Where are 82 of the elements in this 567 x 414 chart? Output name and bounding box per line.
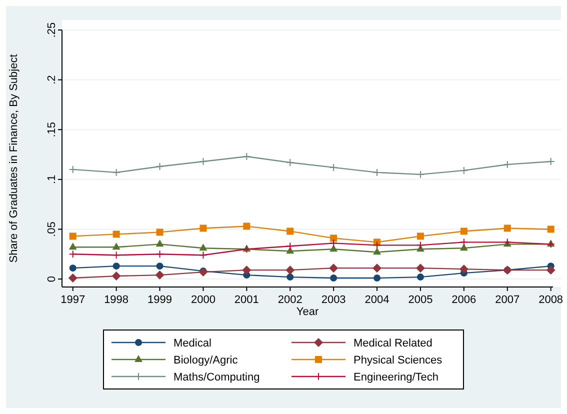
point	[330, 244, 338, 252]
point	[416, 264, 425, 273]
point	[112, 262, 120, 270]
point	[372, 264, 382, 273]
point	[68, 274, 78, 283]
y-tick-label: .15	[46, 122, 58, 138]
point	[504, 224, 511, 232]
point	[373, 168, 382, 176]
point	[199, 157, 208, 166]
point	[330, 163, 338, 172]
point	[546, 157, 555, 166]
point	[242, 266, 252, 275]
y-tick-label: .1	[46, 174, 58, 184]
x-tick-label: 1997	[60, 294, 86, 306]
point	[68, 165, 77, 174]
point	[112, 242, 120, 250]
point	[374, 274, 381, 282]
point	[503, 160, 512, 168]
point	[373, 248, 382, 255]
point	[112, 272, 121, 281]
point	[286, 274, 294, 281]
point	[286, 266, 295, 275]
point	[112, 230, 120, 238]
x-tick-label: 1998	[104, 294, 129, 306]
x-tick-label: 2003	[321, 294, 346, 306]
point	[460, 228, 468, 235]
point	[373, 241, 382, 250]
x-tick-label: 2005	[408, 294, 433, 306]
point	[69, 232, 76, 240]
point	[330, 239, 338, 248]
point	[200, 224, 207, 232]
x-tick-label: 1999	[148, 294, 172, 306]
point	[546, 266, 556, 275]
y-axis-title: Share of Graduates in Finance, By Subject	[8, 54, 20, 263]
point	[460, 238, 468, 246]
point	[156, 162, 164, 170]
point	[329, 264, 338, 273]
point	[156, 240, 164, 247]
x-tick-label: 2000	[190, 294, 216, 306]
point	[286, 228, 294, 235]
point	[460, 166, 468, 174]
point	[155, 270, 164, 280]
point	[460, 244, 468, 251]
legend-label: Engineering/Tech	[354, 372, 439, 384]
point	[112, 168, 120, 176]
y-tick-label: .25	[46, 22, 58, 38]
point	[68, 250, 77, 258]
point	[416, 274, 424, 281]
point	[330, 274, 338, 282]
y-tick-label: 0	[46, 276, 58, 282]
point	[199, 251, 208, 260]
point	[459, 264, 468, 274]
x-tick-label: 2004	[364, 294, 390, 306]
legend-label: Medical Related	[354, 338, 432, 350]
point	[156, 228, 164, 236]
x-tick-label: 2006	[452, 294, 476, 306]
point	[416, 170, 424, 178]
point	[416, 232, 424, 240]
point	[416, 241, 424, 250]
point	[156, 262, 164, 270]
point	[286, 158, 294, 166]
legend-label: Physical Sciences	[354, 354, 443, 366]
x-tick-label: 2002	[278, 294, 302, 306]
point	[69, 264, 76, 272]
point	[199, 244, 208, 251]
point	[68, 242, 77, 250]
x-tick-label: 2008	[538, 294, 564, 306]
x-axis-title: Year	[296, 306, 319, 318]
legend-label: Maths/Computing	[174, 372, 260, 384]
point	[243, 222, 250, 230]
y-tick-label: .05	[46, 222, 58, 237]
point	[547, 226, 554, 233]
point	[330, 234, 338, 242]
point	[242, 152, 251, 161]
legend-label: Biology/Agric	[174, 354, 238, 366]
x-tick-label: 2007	[495, 294, 520, 306]
y-tick-label: .2	[46, 75, 58, 84]
legend-label: Medical	[174, 338, 212, 350]
point	[286, 242, 294, 250]
x-tick-label: 2001	[234, 294, 259, 306]
point	[112, 251, 120, 260]
point	[156, 250, 164, 258]
